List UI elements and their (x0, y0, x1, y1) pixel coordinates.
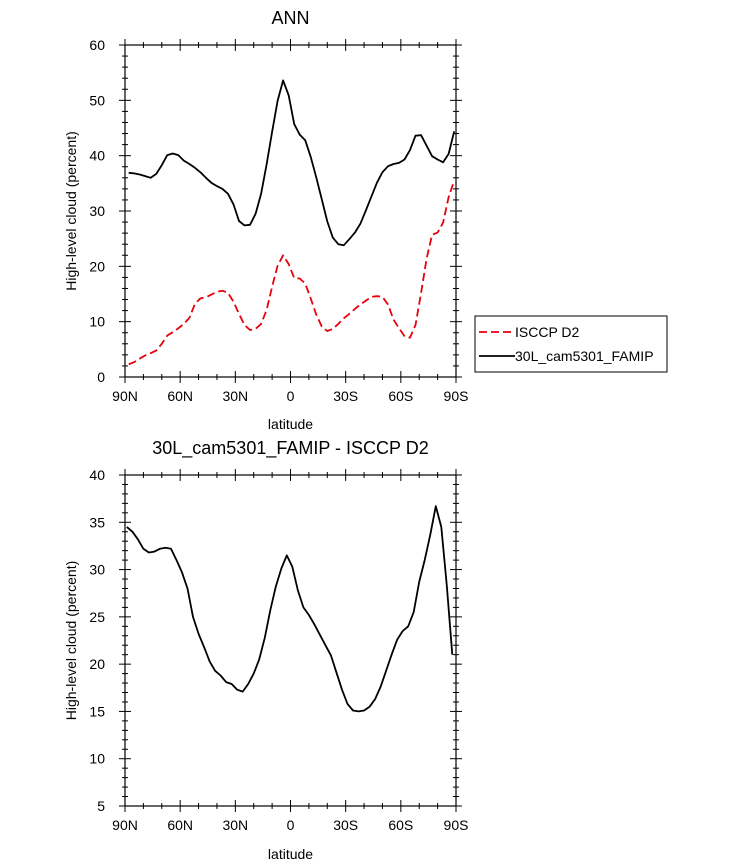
x-tick-label: 90S (444, 388, 469, 404)
x-tick-label: 60N (167, 817, 193, 833)
y-tick-label: 0 (97, 369, 105, 385)
y-tick-label: 30 (89, 562, 105, 578)
y-tick-label: 40 (89, 148, 105, 164)
y-tick-label: 20 (89, 656, 105, 672)
plot-frame (124, 44, 457, 378)
panel-1: ANN 90N 60N 30N 0 30S 60S 90S 0 10 20 30 40 50 60 latit… (63, 8, 668, 432)
legend: ISCCP D2 30L_cam5301_FAMIP (474, 315, 668, 373)
y-tick-label: 30 (89, 203, 105, 219)
plot-frame (124, 474, 457, 807)
x-tick-label: 60S (388, 817, 413, 833)
x-tick-label: 90N (112, 817, 138, 833)
x-tick-label: 60N (167, 388, 193, 404)
y-tick-label: 20 (89, 258, 105, 274)
y-tick-label: 25 (89, 609, 105, 625)
x-tick-label: 0 (287, 817, 295, 833)
x-axis-title: latitude (268, 846, 313, 862)
series-line-30l-cam5301-famip-isccp-d2 (126, 505, 454, 713)
x-tick-label: 90S (444, 817, 469, 833)
x-axis-title: latitude (268, 416, 313, 432)
y-tick-label: 50 (89, 92, 105, 108)
x-tick-label: 30N (222, 388, 248, 404)
x-tick-label: 30S (333, 817, 358, 833)
x-tick-label: 30S (333, 388, 358, 404)
legend-label: ISCCP D2 (515, 324, 580, 340)
y-axis-title: High-level cloud (percent) (63, 131, 79, 291)
y-tick-label: 5 (97, 798, 105, 814)
x-tick-label: 30N (222, 817, 248, 833)
legend-label: 30L_cam5301_FAMIP (515, 348, 654, 364)
series-line-isccp-d2 (128, 180, 456, 366)
y-axis-title: High-level cloud (percent) (63, 561, 79, 721)
chart-title: ANN (271, 8, 309, 28)
x-tick-label: 60S (388, 388, 413, 404)
y-tick-label: 60 (89, 37, 105, 53)
x-tick-label: 90N (112, 388, 138, 404)
y-tick-label: 10 (89, 314, 105, 330)
y-tick-label: 35 (89, 514, 105, 530)
y-tick-label: 40 (89, 467, 105, 483)
chart-title: 30L_cam5301_FAMIP - ISCCP D2 (152, 438, 428, 459)
y-tick-label: 10 (89, 751, 105, 767)
x-tick-label: 0 (287, 388, 295, 404)
series-line-30l-cam5301-famip (128, 79, 456, 247)
y-tick-label: 15 (89, 703, 105, 719)
legend-box (474, 315, 668, 373)
panel-2: 30L_cam5301_FAMIP - ISCCP D2 90N 60N 30N 0 30… (63, 438, 468, 862)
